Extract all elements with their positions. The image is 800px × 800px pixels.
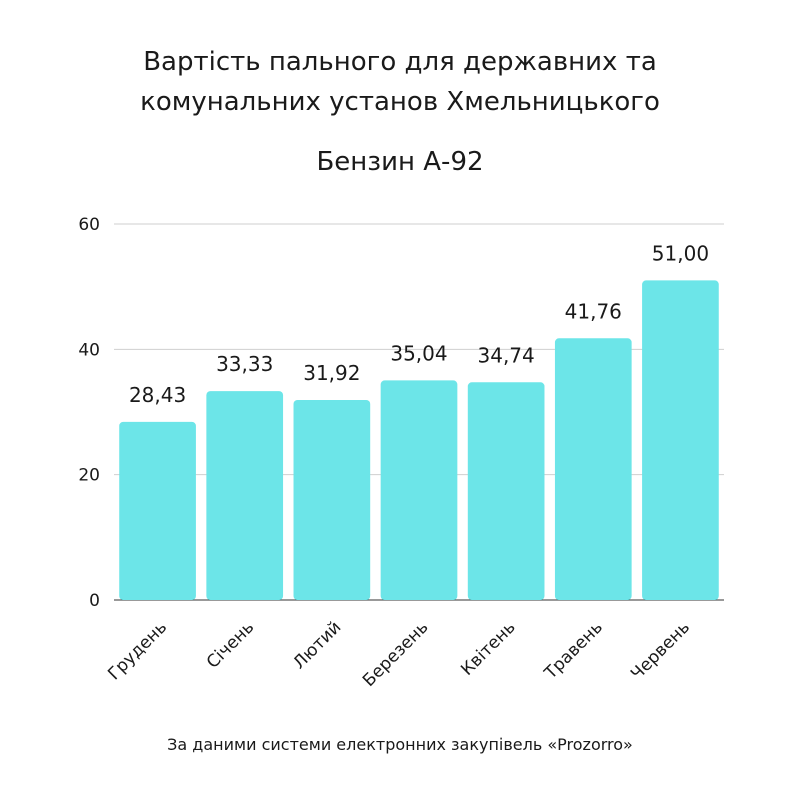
- bar-6: [554, 338, 632, 600]
- bar-5: [467, 382, 545, 600]
- data-label: 31,92: [303, 361, 360, 385]
- bars-layer: [119, 280, 719, 600]
- chart-title-line-1: Вартість пального для державних та: [143, 47, 657, 77]
- x-tick-label: Квітень: [457, 617, 519, 679]
- x-tick-label: Травень: [540, 617, 607, 684]
- bar-1: [119, 421, 196, 600]
- data-label: 41,76: [565, 299, 622, 323]
- x-tick-label: Лютий: [289, 617, 345, 673]
- data-label: 28,43: [129, 383, 186, 407]
- y-tick-label: 0: [89, 591, 100, 611]
- bar-7: [642, 280, 719, 600]
- bar-2: [206, 391, 284, 600]
- chart-subtitle: Бензин А-92: [316, 147, 483, 177]
- data-label: 34,74: [478, 343, 535, 367]
- chart-title-line-2: комунальних установ Хмельницького: [140, 87, 660, 117]
- bar-4: [380, 380, 458, 600]
- x-tick-label: Березень: [359, 617, 433, 691]
- x-tick-label: Червень: [627, 617, 694, 684]
- y-tick-label: 20: [78, 466, 100, 486]
- data-label: 51,00: [652, 241, 709, 265]
- bar-3: [293, 399, 371, 600]
- data-label: 33,33: [216, 352, 273, 376]
- x-tick-label: Січень: [203, 617, 258, 672]
- source-note: За даними системи електронних закупівель…: [167, 735, 633, 754]
- x-tick-label: Грудень: [104, 617, 171, 684]
- data-label: 35,04: [390, 341, 447, 365]
- y-tick-label: 60: [78, 215, 100, 235]
- y-tick-label: 40: [78, 340, 100, 360]
